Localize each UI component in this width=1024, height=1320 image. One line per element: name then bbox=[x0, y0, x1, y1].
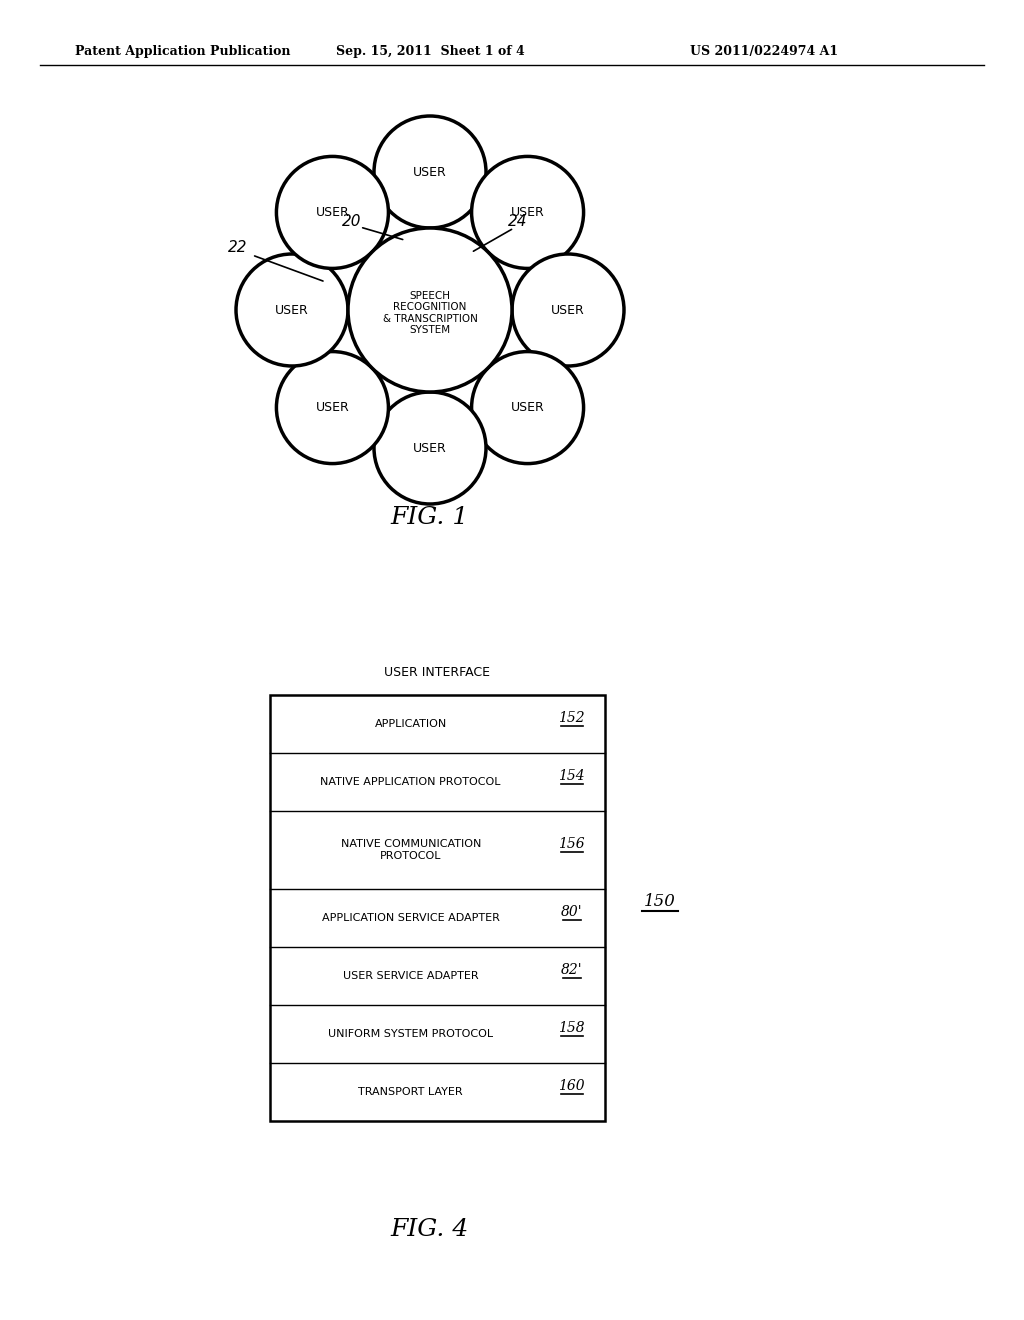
Text: USER: USER bbox=[551, 304, 585, 317]
Bar bbox=[270, 696, 605, 1121]
Text: Sep. 15, 2011  Sheet 1 of 4: Sep. 15, 2011 Sheet 1 of 4 bbox=[336, 45, 524, 58]
Text: 80': 80' bbox=[561, 906, 583, 919]
Circle shape bbox=[374, 392, 486, 504]
Text: 152: 152 bbox=[558, 711, 585, 725]
Text: FIG. 1: FIG. 1 bbox=[391, 507, 469, 529]
Text: 156: 156 bbox=[558, 837, 585, 851]
Text: USER INTERFACE: USER INTERFACE bbox=[384, 667, 490, 680]
Circle shape bbox=[348, 228, 512, 392]
Text: US 2011/0224974 A1: US 2011/0224974 A1 bbox=[690, 45, 838, 58]
Text: USER: USER bbox=[413, 441, 446, 454]
Circle shape bbox=[276, 351, 388, 463]
Text: 150: 150 bbox=[644, 894, 676, 911]
Text: USER: USER bbox=[315, 206, 349, 219]
Text: APPLICATION: APPLICATION bbox=[375, 719, 446, 729]
Text: 158: 158 bbox=[558, 1020, 585, 1035]
Text: USER: USER bbox=[511, 206, 545, 219]
Text: USER: USER bbox=[413, 165, 446, 178]
Text: 160: 160 bbox=[558, 1078, 585, 1093]
Circle shape bbox=[512, 253, 624, 366]
Text: 82': 82' bbox=[561, 964, 583, 977]
Circle shape bbox=[236, 253, 348, 366]
Text: USER SERVICE ADAPTER: USER SERVICE ADAPTER bbox=[343, 972, 478, 981]
Circle shape bbox=[276, 156, 388, 268]
Text: 154: 154 bbox=[558, 770, 585, 783]
Text: NATIVE APPLICATION PROTOCOL: NATIVE APPLICATION PROTOCOL bbox=[321, 777, 501, 787]
Text: FIG. 4: FIG. 4 bbox=[391, 1218, 469, 1242]
Text: USER: USER bbox=[511, 401, 545, 414]
Text: NATIVE COMMUNICATION
PROTOCOL: NATIVE COMMUNICATION PROTOCOL bbox=[341, 840, 481, 861]
Text: TRANSPORT LAYER: TRANSPORT LAYER bbox=[358, 1086, 463, 1097]
Text: USER: USER bbox=[275, 304, 309, 317]
Text: UNIFORM SYSTEM PROTOCOL: UNIFORM SYSTEM PROTOCOL bbox=[328, 1030, 494, 1039]
Text: 22: 22 bbox=[228, 240, 248, 256]
Text: APPLICATION SERVICE ADAPTER: APPLICATION SERVICE ADAPTER bbox=[322, 913, 500, 923]
Text: Patent Application Publication: Patent Application Publication bbox=[75, 45, 291, 58]
Circle shape bbox=[472, 351, 584, 463]
Text: 20: 20 bbox=[342, 214, 361, 230]
Text: SPEECH
RECOGNITION
& TRANSCRIPTION
SYSTEM: SPEECH RECOGNITION & TRANSCRIPTION SYSTE… bbox=[383, 290, 477, 335]
Circle shape bbox=[472, 156, 584, 268]
Text: 24: 24 bbox=[508, 214, 527, 230]
Text: USER: USER bbox=[315, 401, 349, 414]
Circle shape bbox=[374, 116, 486, 228]
